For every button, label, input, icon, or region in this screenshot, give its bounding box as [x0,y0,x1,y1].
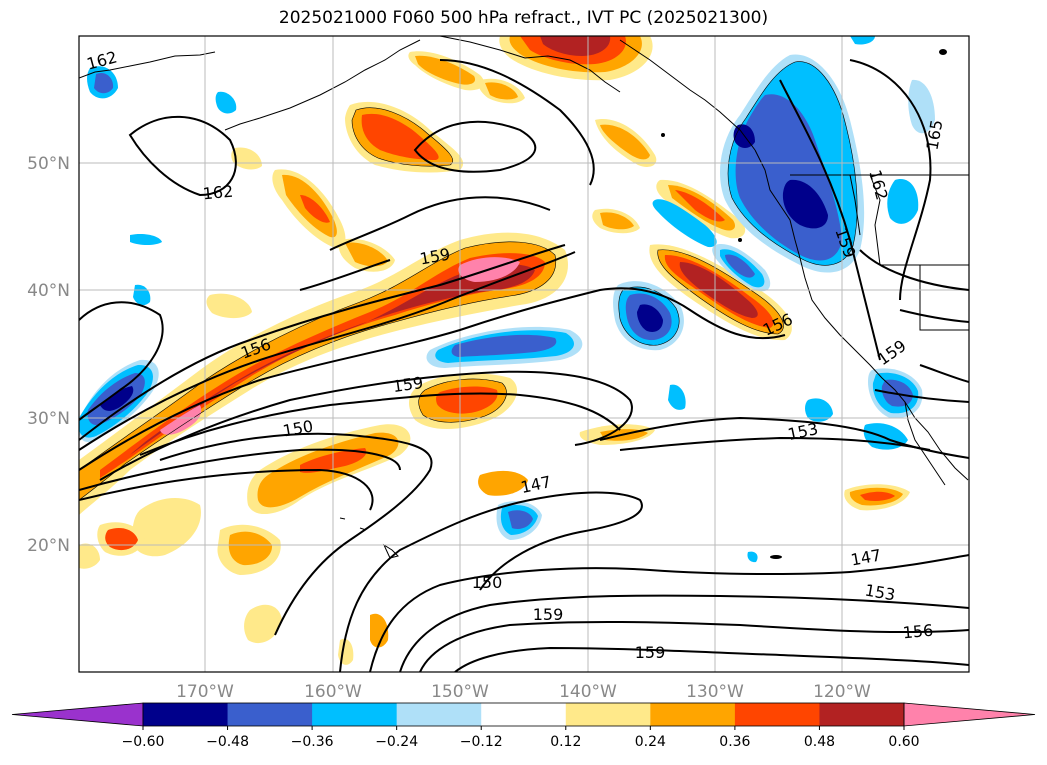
colorbar-extend-high [903,702,1036,727]
longitude-axis: 170°W 160°W 150°W 140°W 130°W 120°W [176,682,871,702]
colorbar: −0.60 −0.48 −0.36 −0.24 −0.12 0.12 0.24 0.36 0.4… [11,702,1036,750]
colorbar-segment [734,703,820,726]
contour-label: 159 [635,643,666,662]
colorbar-frame [142,702,905,727]
colorbar-tick-label: −0.60 [122,734,165,750]
map-frame [78,35,970,673]
lat-label-30n: 30°N [27,409,70,429]
negative-anomaly-shading [79,36,935,563]
colorbar-segment [650,703,736,726]
colorbar-tick-label: −0.36 [291,734,334,750]
lon-label-150w: 150°W [431,682,489,702]
colorbar-segment [396,703,482,726]
ivt-contours [79,59,969,672]
colorbar-segment [481,703,567,726]
gridlines [79,36,969,672]
lon-label-170w: 170°W [176,682,234,702]
colorbar-tick-label: 0.36 [719,734,750,750]
contour-label: 159 [391,373,424,396]
colorbar-tick-label: 0.48 [804,734,835,750]
colorbar-extend-low [11,702,144,727]
contour-label: 162 [202,182,234,204]
colorbar-tick-label: 0.24 [635,734,666,750]
map-title: 2025021000 F060 500 hPa refract., IVT PC… [278,8,769,28]
lon-label-160w: 160°W [304,682,362,702]
colorbar-segment [819,703,905,726]
lat-label-40n: 40°N [27,281,70,301]
lon-label-140w: 140°W [559,682,617,702]
island-dots [661,49,947,559]
colorbar-tick-label: 0.60 [888,734,919,750]
lat-label-20n: 20°N [27,536,70,556]
latitude-axis: 50°N 40°N 30°N 20°N [27,154,70,556]
colorbar-segment [312,703,398,726]
lat-label-50n: 50°N [27,154,70,174]
contour-label: 156 [902,621,934,643]
colorbar-tick-label: 0.12 [550,734,581,750]
colorbar-segment [565,703,651,726]
colorbar-tick-label: −0.48 [206,734,249,750]
lon-label-120w: 120°W [813,682,871,702]
colorbar-segment [143,703,229,726]
contour-label: 159 [533,605,564,624]
colorbar-tick-label: −0.24 [375,734,418,750]
contour-label: 150 [472,573,503,592]
colorbar-tick-label: −0.12 [460,734,503,750]
lon-label-130w: 130°W [686,682,744,702]
colorbar-segment [227,703,313,726]
